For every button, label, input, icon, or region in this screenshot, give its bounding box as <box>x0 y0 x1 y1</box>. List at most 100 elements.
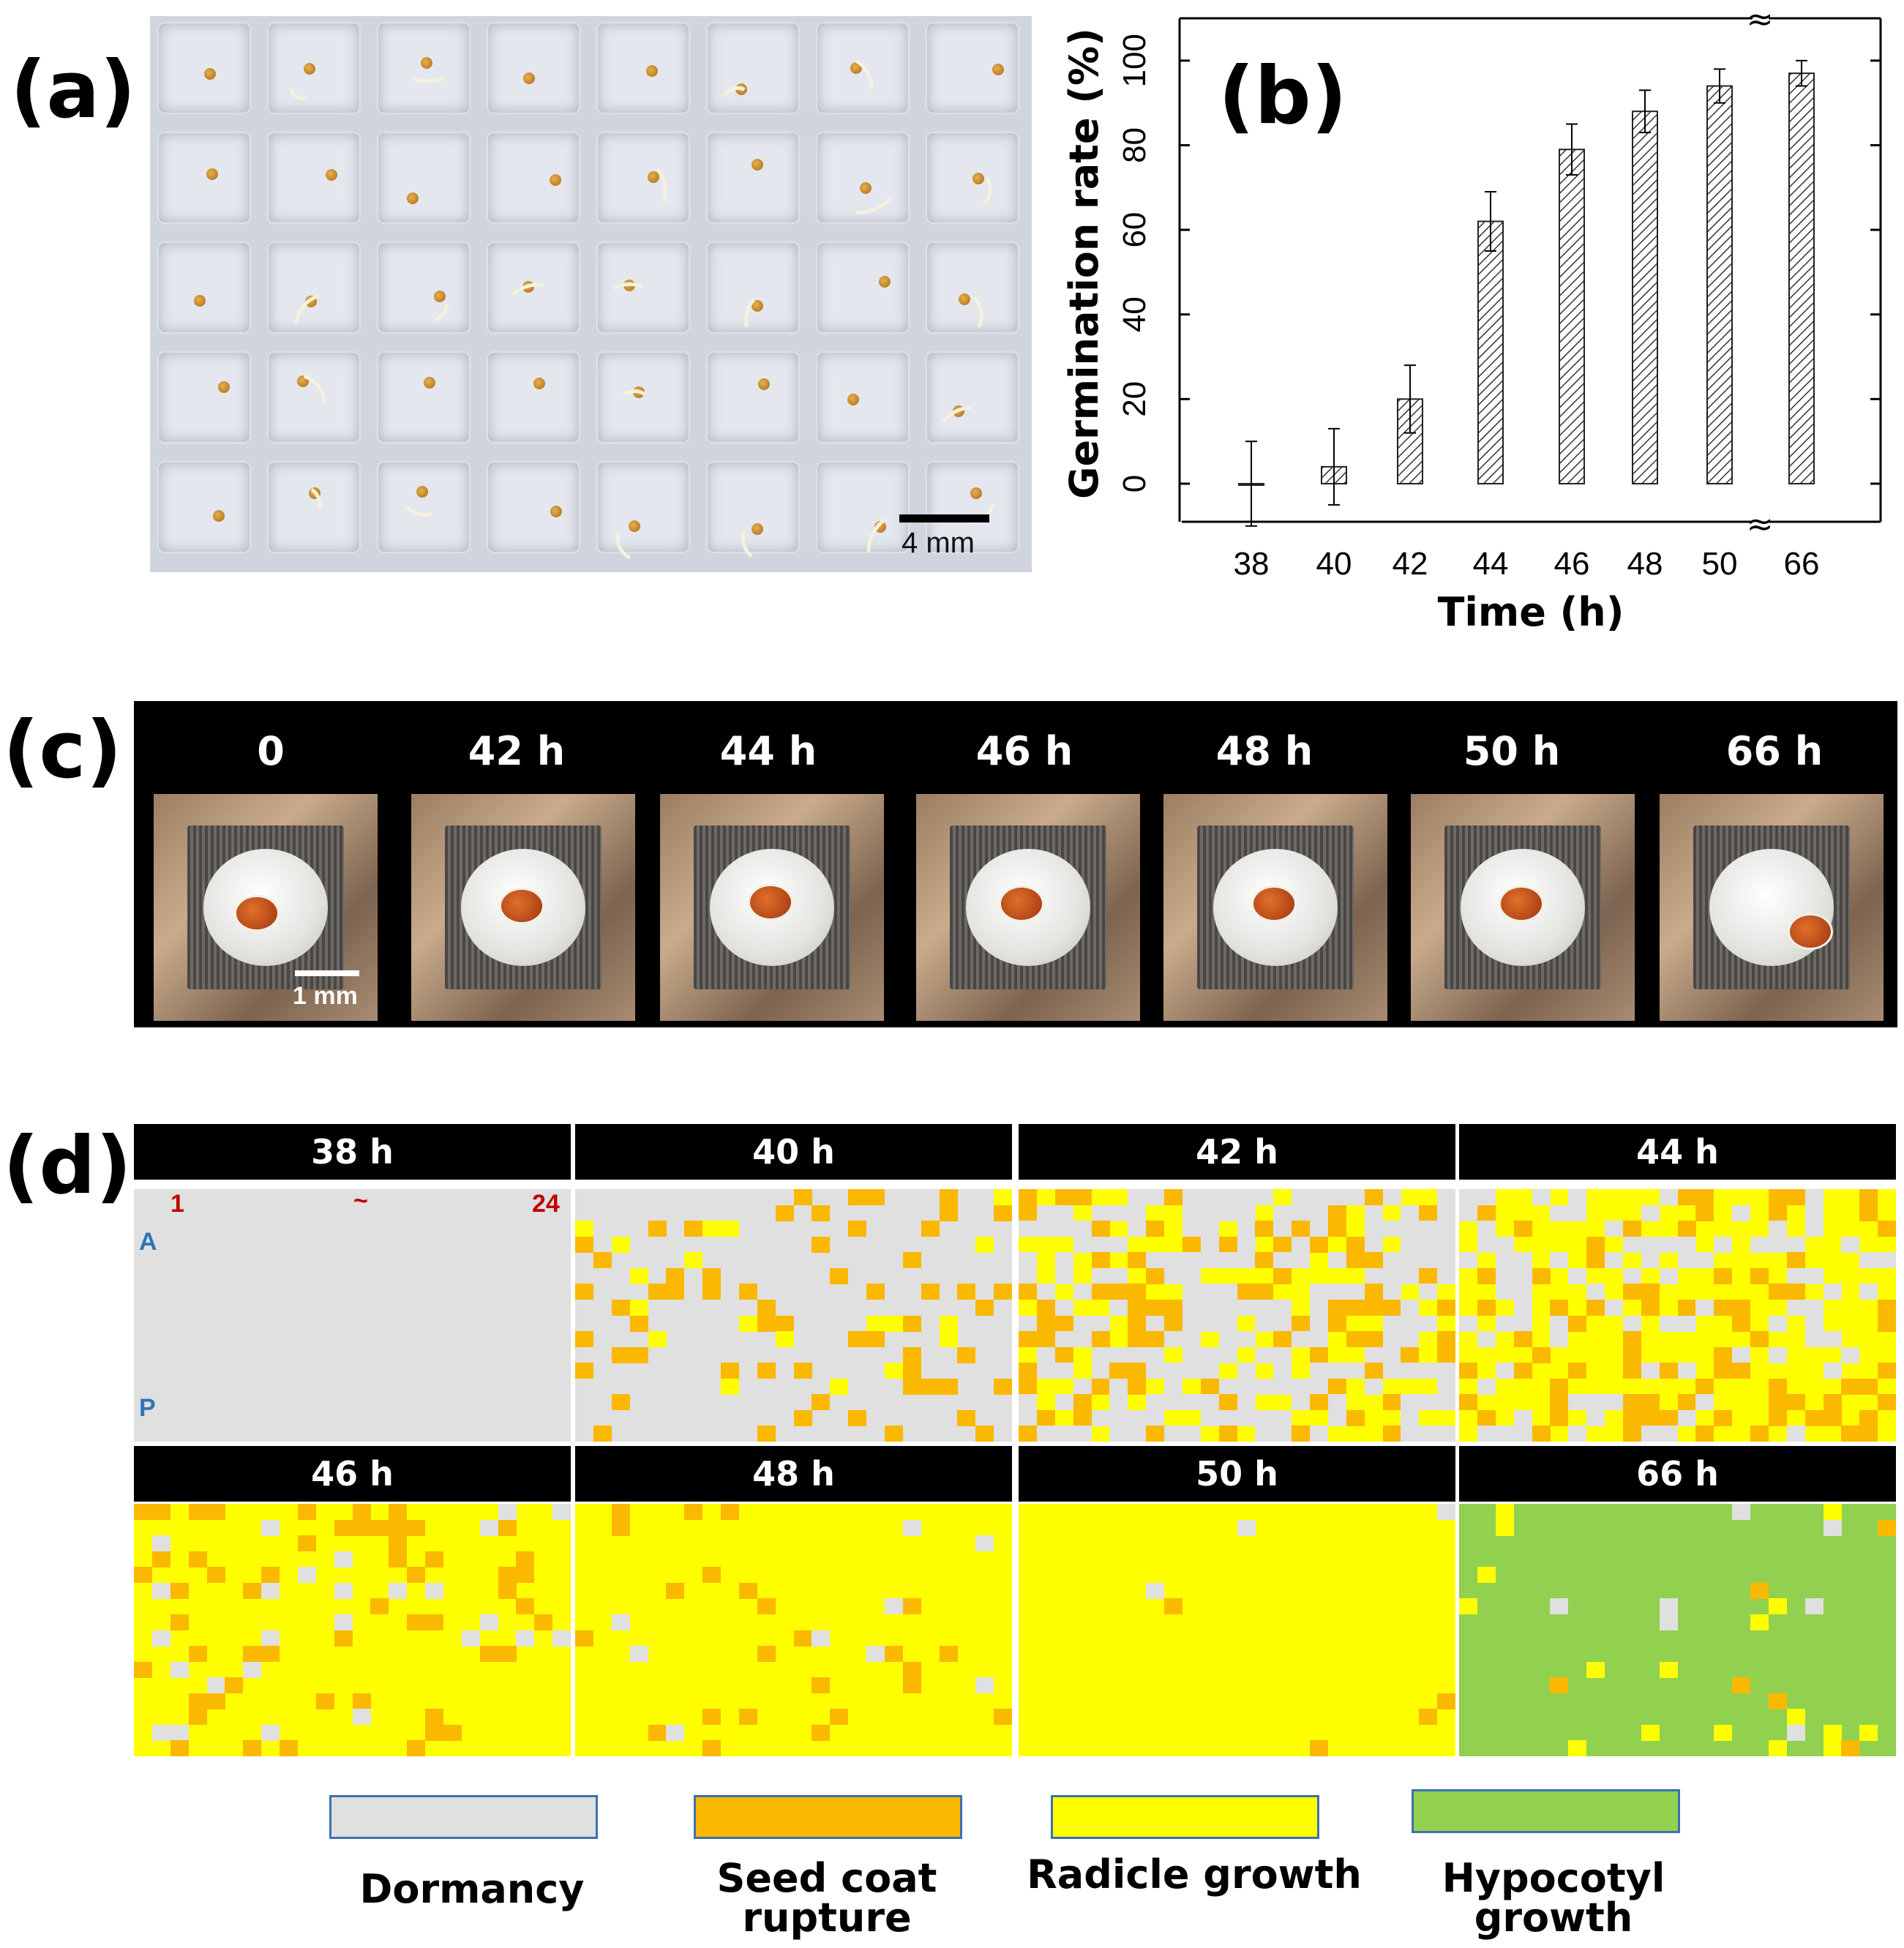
heatmap-cell <box>1182 1205 1201 1221</box>
heatmap-cell <box>352 1519 371 1536</box>
heatmap-cell <box>1292 1236 1311 1253</box>
heatmap-cell <box>575 1236 593 1253</box>
heatmap-cell <box>1641 1236 1660 1253</box>
heatmap-cell <box>1091 1236 1110 1253</box>
heatmap-cell <box>1182 1299 1201 1316</box>
heatmap-cell <box>1054 1315 1073 1332</box>
heatmap-cell <box>1677 1236 1696 1253</box>
well <box>488 462 579 552</box>
heatmap-cell <box>188 1504 207 1520</box>
heatmap-cell <box>1128 1315 1147 1332</box>
heatmap-cell <box>1641 1409 1660 1426</box>
heatmap-cell <box>1346 1252 1365 1269</box>
heatmap-cell <box>1419 1394 1438 1411</box>
heatmap-cell <box>1495 1519 1514 1536</box>
heatmap-cell <box>1364 1363 1383 1379</box>
heatmap-cell <box>1327 1363 1346 1379</box>
heatmap-cell <box>1495 1236 1514 1253</box>
heatmap-cell <box>498 1646 517 1663</box>
germination-heatmap <box>575 1504 1013 1757</box>
heatmap-cell <box>1073 1409 1092 1426</box>
heatmap-cell <box>1878 1252 1897 1269</box>
heatmap-cell <box>1477 1189 1496 1205</box>
seed <box>420 56 432 69</box>
heatmap-cell <box>611 1394 630 1411</box>
heatmap-cell <box>1695 1252 1714 1269</box>
heatmap-cell <box>957 1284 976 1300</box>
germination-heatmap <box>1459 1504 1897 1757</box>
seed <box>751 158 763 171</box>
heatmap-cell <box>1128 1426 1147 1442</box>
germination-rate-chart: 0 20 40 60 80 100 38 40 42 44 46 48 50 66 ≈ ≈ Time (h) Ge… <box>1061 1 1882 635</box>
heatmap-cell <box>1091 1267 1110 1284</box>
well <box>269 462 359 552</box>
row-start-label: A <box>139 1228 157 1256</box>
heatmap-cell <box>479 1646 498 1663</box>
heatmap-cell <box>1036 1284 1055 1300</box>
well <box>708 243 798 332</box>
heatmap-cell <box>939 1315 958 1332</box>
heatmap-cell <box>1622 1426 1641 1442</box>
heatmap-cell <box>1513 1267 1532 1284</box>
heatmap-cell <box>1364 1189 1383 1205</box>
heatmap-cell <box>1091 1315 1110 1332</box>
heatmap-cell <box>1255 1426 1274 1442</box>
heatmap-cell <box>1255 1252 1274 1269</box>
y-tick-label: 40 <box>1117 296 1152 332</box>
heatmap-cell <box>407 1567 426 1584</box>
heatmap-cell <box>1419 1426 1438 1442</box>
heatmap-cell <box>552 1630 571 1647</box>
time-label: 48 h <box>1215 728 1313 774</box>
heatmap-cell <box>1200 1394 1219 1411</box>
heatmap-cell <box>702 1740 722 1757</box>
heatmap-cell <box>812 1677 831 1694</box>
heatmap-cell <box>1841 1740 1860 1757</box>
heatmap-cell <box>1568 1315 1587 1332</box>
heatmap-cell <box>702 1221 722 1237</box>
heatmap-cell <box>134 1567 152 1584</box>
heatmap-cell <box>1237 1252 1256 1269</box>
heatmap-cell <box>902 1598 921 1615</box>
heatmap-cell <box>1237 1205 1256 1221</box>
heatmap-cell <box>315 1693 334 1709</box>
heatmap-cell <box>1659 1614 1678 1630</box>
heatmap-cell <box>1327 1394 1346 1411</box>
heatmap-cell <box>151 1582 170 1599</box>
heatmap-cell <box>1237 1299 1256 1316</box>
seed <box>325 169 337 181</box>
heatmap-cell <box>1182 1267 1201 1284</box>
heatmap-cell <box>1182 1315 1201 1332</box>
heatmap-cell <box>1255 1221 1274 1237</box>
heatmap-cell <box>1036 1426 1055 1442</box>
heatmap-cell <box>1750 1236 1769 1253</box>
heatmap-cell <box>1477 1205 1496 1221</box>
heatmap-cell <box>1641 1252 1660 1269</box>
heatmap-cell <box>1823 1331 1842 1348</box>
heatmap-cell <box>1622 1394 1641 1411</box>
heatmap-cell <box>1878 1221 1897 1237</box>
heatmap-cell <box>1128 1378 1147 1395</box>
heatmap-cell <box>1310 1394 1328 1411</box>
heatmap-cell <box>1677 1394 1696 1411</box>
heatmap-cell <box>352 1504 371 1520</box>
legend-label: Hypocotyl growth <box>1442 1855 1665 1941</box>
heatmap-cell <box>1109 1409 1128 1426</box>
well <box>927 462 1018 552</box>
heatmap-cell <box>1200 1252 1219 1269</box>
well <box>159 353 250 442</box>
heatmap-cell <box>684 1504 703 1520</box>
heatmap-cell <box>1659 1315 1678 1332</box>
well <box>927 23 1018 113</box>
bar-44 <box>1477 220 1504 484</box>
heatmap-cell <box>1695 1189 1714 1205</box>
heatmap-cell <box>1459 1189 1477 1205</box>
heatmap-cell <box>1073 1189 1092 1205</box>
heatmap-cell <box>1382 1267 1401 1284</box>
heatmap-cell <box>1054 1394 1073 1411</box>
heatmap-cell <box>280 1740 298 1757</box>
heatmap-cell <box>994 1284 1013 1300</box>
column-range-separator: ~ <box>353 1187 368 1215</box>
heatmap-cell <box>1200 1205 1219 1221</box>
heatmap-cell <box>1036 1409 1055 1426</box>
seed <box>648 171 660 184</box>
